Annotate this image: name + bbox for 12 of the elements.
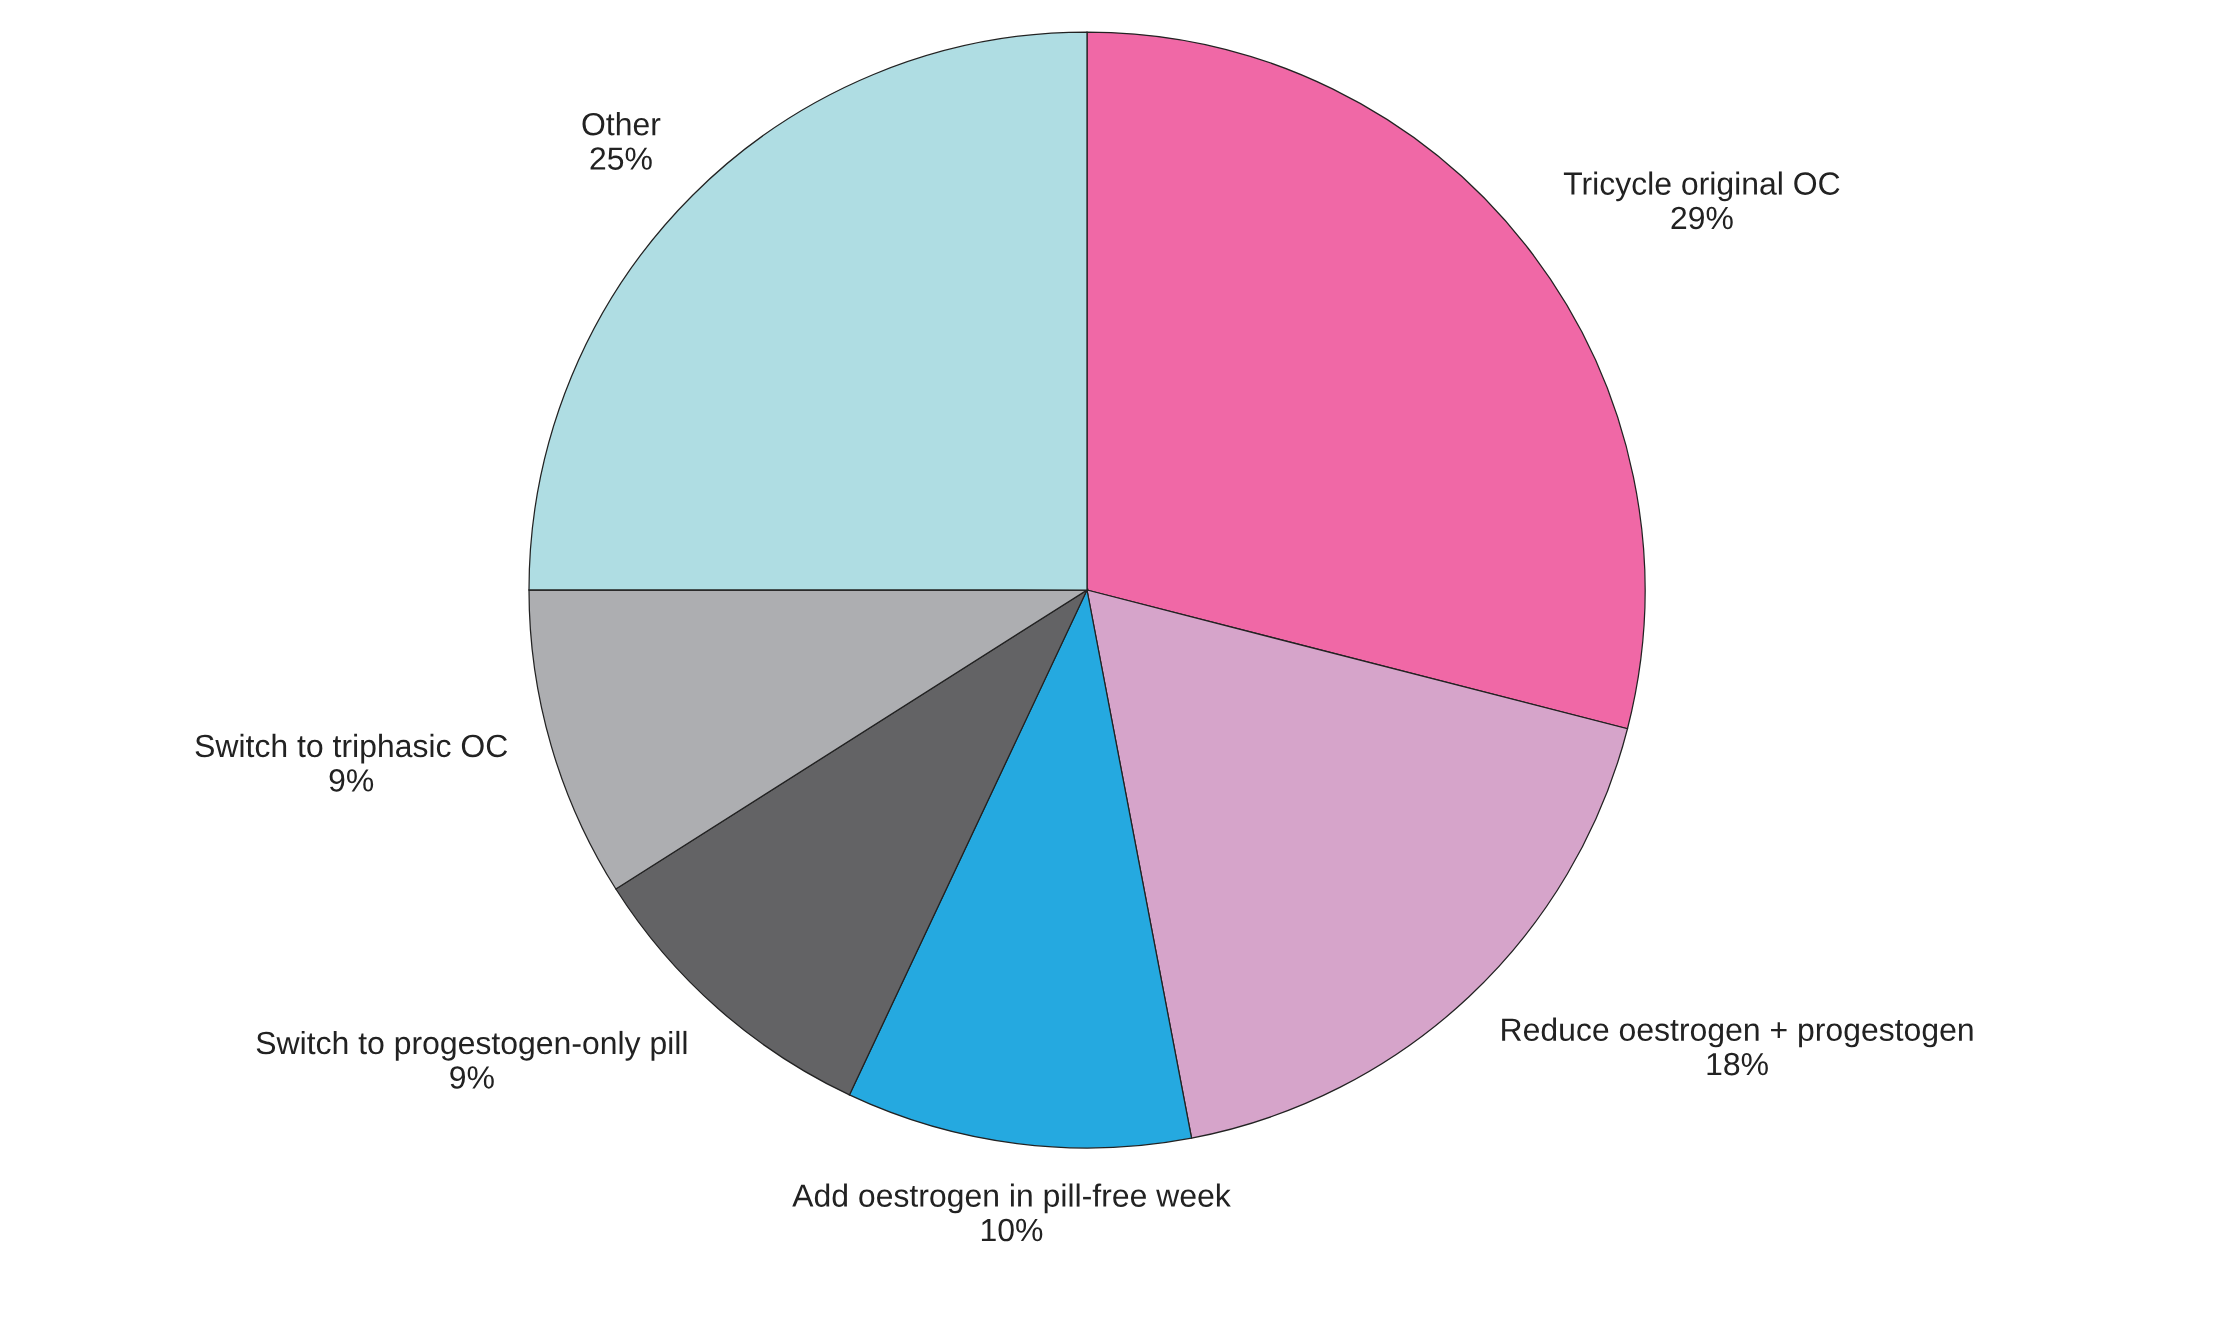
slice-label: Tricycle original OC bbox=[1563, 171, 1840, 202]
slice-label: Other bbox=[582, 112, 661, 136]
slice-label: Switch to triphasic OC bbox=[195, 733, 508, 764]
data-label: 18% bbox=[1707, 1052, 1768, 1076]
slice-label: Reduce oestrogen + progestogen bbox=[1502, 1017, 1973, 1048]
data-label: 9% bbox=[329, 769, 374, 792]
slice-label: Switch to progestogen-only pill bbox=[256, 1030, 687, 1061]
data-label: 25% bbox=[590, 147, 652, 170]
data-label: 10% bbox=[981, 1218, 1043, 1242]
slice-label: Add oestrogen in pill-free week bbox=[792, 1183, 1231, 1214]
data-label: 29% bbox=[1671, 206, 1733, 230]
data-label: 9% bbox=[450, 1066, 494, 1089]
